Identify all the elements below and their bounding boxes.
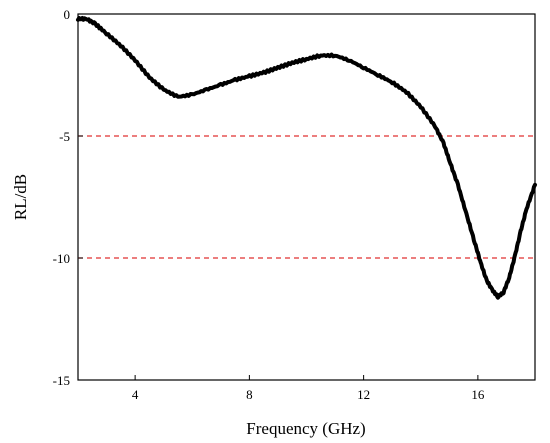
y-axis-title: RL/dB	[11, 174, 30, 220]
y-tick-label: -15	[53, 373, 70, 388]
axis-ticks	[78, 13, 479, 381]
x-tick-label: 12	[357, 387, 370, 402]
x-tick-label: 16	[471, 387, 485, 402]
plot-frame	[77, 13, 536, 381]
y-tick-label: 0	[64, 7, 71, 22]
series-line	[76, 16, 537, 300]
y-tick-label: -5	[59, 129, 70, 144]
y-tick-label: -10	[53, 251, 70, 266]
x-axis-title: Frequency (GHz)	[246, 419, 365, 438]
tick-labels: 4 8 12 16 0 -5 -10 -15	[53, 7, 485, 402]
reference-lines	[78, 135, 535, 259]
x-tick-label: 4	[132, 387, 139, 402]
x-tick-label: 8	[246, 387, 253, 402]
